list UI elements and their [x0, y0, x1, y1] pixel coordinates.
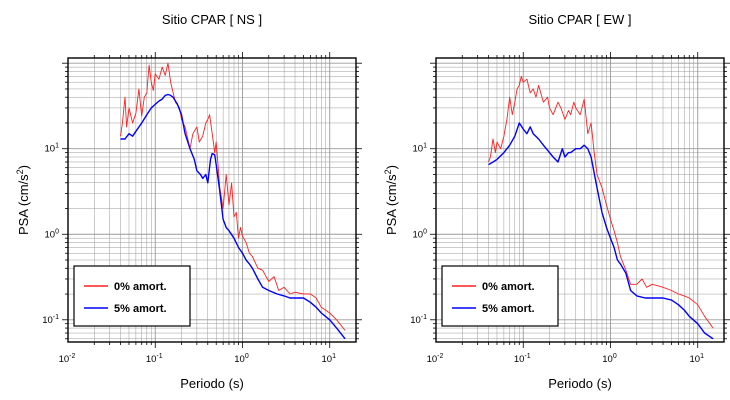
y-tick-label: 101 — [413, 143, 428, 155]
series-line-0 — [120, 62, 346, 331]
series-line-0 — [488, 75, 714, 329]
x-tick-label: 100 — [234, 353, 249, 365]
y-tick-exp: 0 — [55, 228, 59, 235]
legend: 0% amort. 5% amort. — [441, 265, 559, 327]
series-group — [488, 75, 714, 340]
x-tick-exp: 1 — [700, 353, 704, 360]
x-tick-base: 10 — [59, 354, 70, 365]
y-tick-label: 100 — [45, 228, 60, 240]
legend-label-1: 5% amort. — [114, 303, 167, 315]
legend-label-0: 0% amort. — [114, 281, 167, 293]
y-tick-base: 10 — [410, 315, 421, 326]
y-axis-label: PSA (cm/s2) — [15, 165, 31, 235]
x-tick-label: 10-1 — [146, 353, 163, 365]
y-label-sup: 2 — [383, 169, 393, 174]
chart-title: Sitio CPAR [ EW ] — [528, 12, 631, 27]
chart-title: Sitio CPAR [ NS ] — [162, 12, 262, 27]
y-axis-label: PSA (cm/s2) — [383, 165, 399, 235]
y-tick-exp: -1 — [53, 314, 59, 321]
y-tick-label: 102 — [413, 0, 428, 3]
y-tick-base: 10 — [42, 315, 53, 326]
series-line-1 — [120, 93, 346, 340]
legend-box — [73, 265, 191, 327]
y-tick-label: 100 — [413, 228, 428, 240]
legend-label-0: 0% amort. — [482, 281, 535, 293]
axis-ticks — [430, 52, 730, 348]
y-tick-label: 101 — [45, 143, 60, 155]
y-tick-base: 10 — [413, 144, 424, 155]
y-label-sup: 2 — [15, 169, 25, 174]
x-axis-label: Periodo (s) — [180, 376, 244, 391]
legend-box — [441, 265, 559, 327]
y-tick-exp: 1 — [55, 143, 59, 150]
y-tick-base: 10 — [45, 144, 56, 155]
x-tick-base: 10 — [321, 354, 332, 365]
y-tick-label: 10-1 — [410, 314, 427, 326]
x-tick-base: 10 — [689, 354, 700, 365]
y-tick-exp: 1 — [423, 143, 427, 150]
x-tick-exp: -1 — [156, 353, 162, 360]
x-tick-exp: -1 — [524, 353, 530, 360]
x-tick-label: 100 — [602, 353, 617, 365]
y-tick-exp: -1 — [421, 314, 427, 321]
x-tick-label: 101 — [321, 353, 336, 365]
x-tick-exp: 1 — [332, 353, 336, 360]
x-tick-base: 10 — [234, 354, 245, 365]
x-tick-exp: 0 — [613, 353, 617, 360]
x-tick-base: 10 — [146, 354, 157, 365]
plot-frame — [435, 57, 725, 343]
y-tick-base: 10 — [413, 0, 424, 3]
y-tick-label: 10-1 — [42, 314, 59, 326]
axis-ticks — [62, 52, 362, 348]
y-tick-base: 10 — [45, 0, 56, 3]
x-tick-label: 10-1 — [514, 353, 531, 365]
x-tick-exp: -2 — [437, 353, 443, 360]
y-tick-base: 10 — [413, 229, 424, 240]
y-tick-label: 102 — [45, 0, 60, 3]
legend-label-1: 5% amort. — [482, 303, 535, 315]
y-label-text: PSA (cm/s — [384, 174, 399, 235]
x-tick-base: 10 — [514, 354, 525, 365]
x-tick-label: 10-2 — [59, 353, 76, 365]
x-axis-label: Periodo (s) — [548, 376, 612, 391]
y-tick-base: 10 — [45, 229, 56, 240]
x-tick-label: 101 — [689, 353, 704, 365]
series-line-1 — [488, 122, 714, 340]
plot-frame — [67, 57, 357, 343]
x-tick-base: 10 — [602, 354, 613, 365]
legend: 0% amort. 5% amort. — [73, 265, 191, 327]
x-tick-exp: -2 — [69, 353, 75, 360]
y-label-end: ) — [16, 165, 31, 169]
series-group — [120, 62, 346, 340]
y-label-end: ) — [384, 165, 399, 169]
x-tick-label: 10-2 — [427, 353, 444, 365]
y-label-text: PSA (cm/s — [16, 174, 31, 235]
x-tick-exp: 0 — [245, 353, 249, 360]
y-tick-exp: 0 — [423, 228, 427, 235]
x-tick-base: 10 — [427, 354, 438, 365]
